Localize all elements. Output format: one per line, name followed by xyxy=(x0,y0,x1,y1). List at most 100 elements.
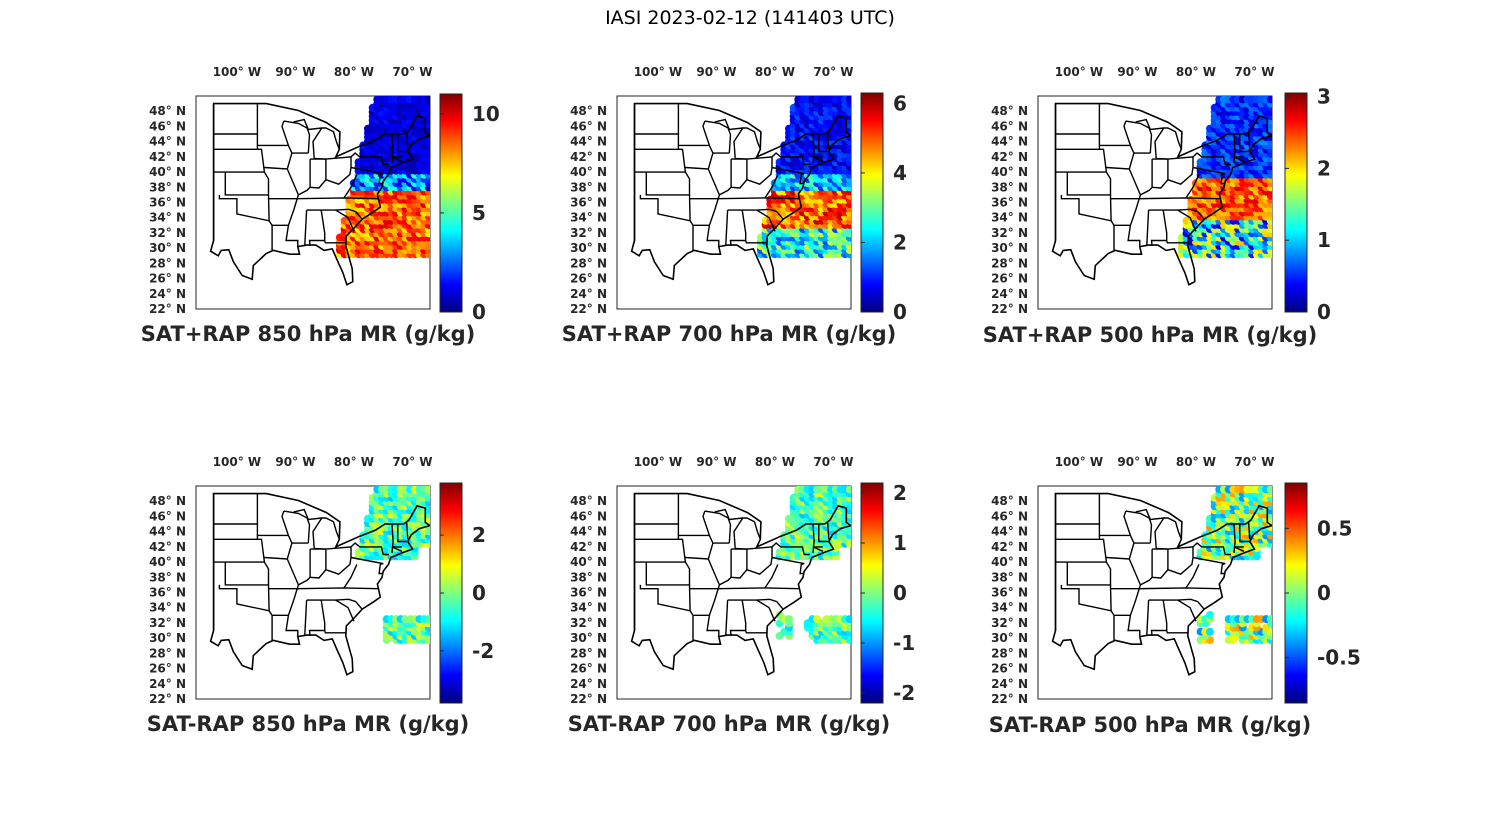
colorbar-tick-label: 0 xyxy=(472,581,486,605)
lat-tick-label: 28° N xyxy=(149,256,186,270)
lat-tick-label: 38° N xyxy=(149,180,186,194)
lat-tick-label: 34° N xyxy=(991,211,1028,225)
state-boundary xyxy=(745,240,767,244)
state-boundary xyxy=(350,556,384,575)
swath-point xyxy=(1206,627,1214,636)
swath-point xyxy=(785,615,793,624)
colorbar-tick-label: -2 xyxy=(893,681,915,705)
state-boundary xyxy=(1060,194,1112,222)
us-outline xyxy=(209,102,430,286)
lat-tick-label: 22° N xyxy=(570,302,607,316)
state-boundary xyxy=(771,542,810,556)
lon-tick-label: 90° W xyxy=(275,65,315,79)
lat-tick-label: 48° N xyxy=(570,494,607,508)
state-boundary xyxy=(725,210,729,246)
state-boundary xyxy=(1192,542,1231,556)
colorbar xyxy=(439,93,463,313)
lon-tick-label: 80° W xyxy=(334,65,374,79)
us-outline xyxy=(209,492,430,676)
state-boundary xyxy=(268,197,299,226)
state-boundary xyxy=(391,546,403,553)
state-boundary xyxy=(1177,599,1197,622)
lat-tick-label: 46° N xyxy=(991,119,1028,133)
colorbar-tick-label: 0 xyxy=(1317,581,1331,605)
swath-point xyxy=(845,96,851,104)
state-boundary xyxy=(1247,521,1251,540)
lat-tick-label: 32° N xyxy=(149,226,186,240)
state-boundary xyxy=(1239,134,1250,153)
lat-tick-label: 40° N xyxy=(991,555,1028,569)
lat-tick-label: 34° N xyxy=(570,211,607,225)
colorbar-tick-label: 2 xyxy=(472,523,486,547)
swath-point xyxy=(424,486,430,494)
state-boundary xyxy=(281,120,290,146)
lat-tick-label: 40° N xyxy=(149,165,186,179)
state-boundary xyxy=(298,549,311,586)
lat-tick-label: 36° N xyxy=(570,586,607,600)
lon-tick-label: 90° W xyxy=(1117,455,1157,469)
state-boundary xyxy=(719,159,732,196)
state-boundary xyxy=(812,156,824,163)
state-boundary xyxy=(1110,197,1141,226)
colorbar xyxy=(860,92,884,313)
lat-tick-label: 28° N xyxy=(570,646,607,660)
swath-point xyxy=(775,610,784,619)
lat-tick-label: 30° N xyxy=(570,631,607,645)
state-boundary xyxy=(745,630,767,634)
state-boundary xyxy=(1167,546,1194,575)
lat-tick-label: 42° N xyxy=(991,150,1028,164)
lon-tick-label: 90° W xyxy=(696,455,736,469)
lat-tick-label: 46° N xyxy=(149,509,186,523)
lat-tick-label: 44° N xyxy=(991,135,1028,149)
lat-tick-label: 44° N xyxy=(991,525,1028,539)
lat-tick-label: 34° N xyxy=(149,211,186,225)
state-boundary xyxy=(1185,174,1200,199)
state-boundary xyxy=(335,599,355,622)
lat-tick-label: 22° N xyxy=(991,692,1028,706)
state-boundary xyxy=(764,174,779,199)
state-boundary xyxy=(826,521,830,540)
state-boundary xyxy=(1114,614,1141,637)
lat-tick-label: 28° N xyxy=(991,646,1028,660)
swath-points xyxy=(1196,486,1272,644)
swath-point xyxy=(1206,610,1214,619)
swath-point xyxy=(1266,486,1272,494)
state-boundary xyxy=(218,584,270,612)
lat-tick-label: 22° N xyxy=(570,692,607,706)
colorbar-tick-label: 1 xyxy=(1317,228,1331,252)
colorbar-tick-label: 0 xyxy=(1317,300,1331,324)
state-boundary xyxy=(812,133,815,163)
lat-tick-label: 30° N xyxy=(570,241,607,255)
state-boundary xyxy=(1239,524,1250,543)
lat-tick-label: 40° N xyxy=(570,555,607,569)
lat-tick-label: 34° N xyxy=(570,601,607,615)
lat-tick-label: 42° N xyxy=(570,150,607,164)
lat-tick-label: 26° N xyxy=(570,272,607,286)
lat-tick-label: 44° N xyxy=(570,135,607,149)
panel-title: SAT+RAP 500 hPa MR (g/kg) xyxy=(983,323,1317,347)
lon-tick-label: 80° W xyxy=(755,65,795,79)
lat-tick-label: 22° N xyxy=(149,302,186,316)
lat-tick-label: 24° N xyxy=(570,287,607,301)
lon-tick-label: 90° W xyxy=(696,65,736,79)
state-boundary xyxy=(714,118,743,131)
lat-tick-label: 48° N xyxy=(570,104,607,118)
lat-tick-label: 32° N xyxy=(991,226,1028,240)
state-boundary xyxy=(733,517,761,550)
panel-title: SAT-RAP 700 hPa MR (g/kg) xyxy=(568,712,891,736)
state-boundary xyxy=(812,523,815,553)
lat-tick-label: 36° N xyxy=(570,196,607,210)
lat-tick-label: 40° N xyxy=(149,555,186,569)
colorbar-tick-label: 0 xyxy=(893,581,907,605)
state-boundary xyxy=(391,133,394,163)
panel-title: SAT+RAP 700 hPa MR (g/kg) xyxy=(562,322,896,346)
lat-tick-label: 42° N xyxy=(991,540,1028,554)
state-boundary xyxy=(1192,152,1231,166)
lat-tick-label: 46° N xyxy=(570,509,607,523)
lat-tick-label: 26° N xyxy=(991,272,1028,286)
map-panel-4: 100° W 90° W 80° W 70° W 48° N46° N 44° N42° … xyxy=(147,455,494,736)
lat-tick-label: 36° N xyxy=(149,196,186,210)
state-boundary xyxy=(1233,546,1245,553)
state-boundary xyxy=(818,524,829,543)
